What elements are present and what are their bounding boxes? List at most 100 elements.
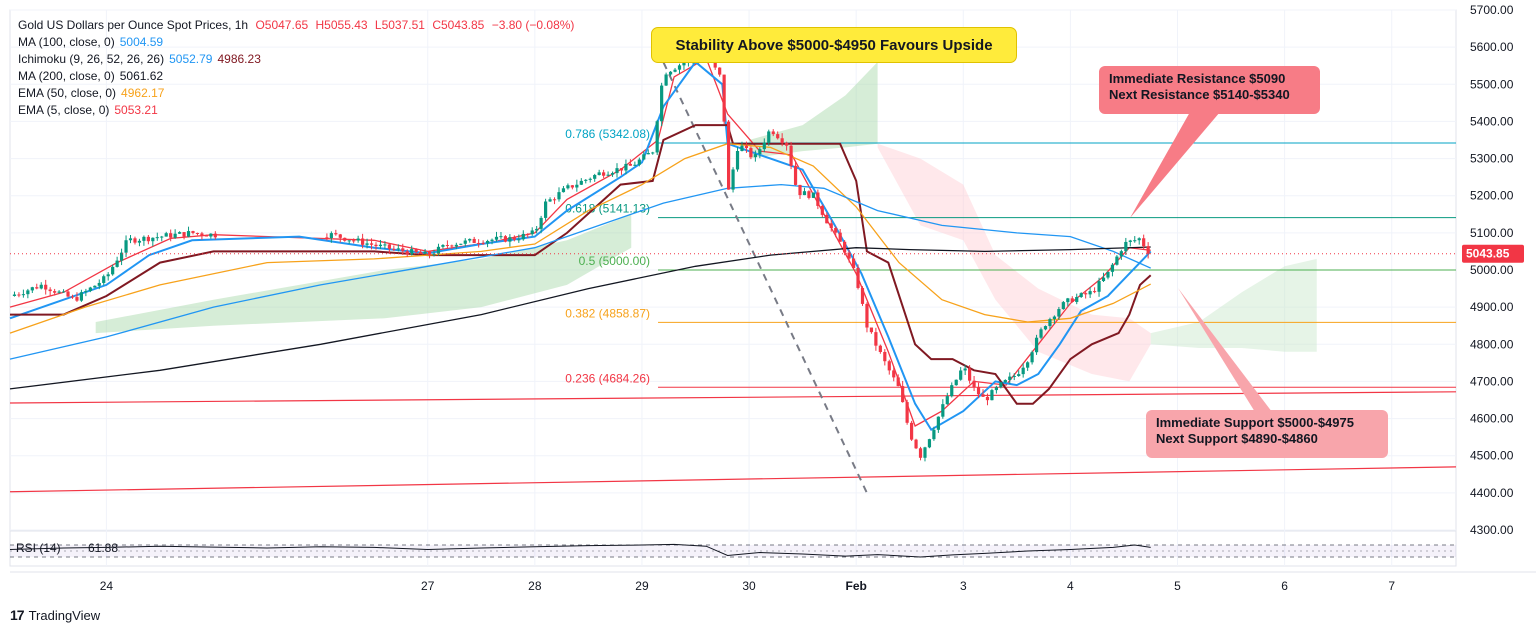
candle-body xyxy=(387,244,391,249)
candle-body xyxy=(597,172,601,176)
footer-branding: 17 TradingView xyxy=(10,607,100,623)
candle-body xyxy=(588,178,592,180)
x-tick-label: 28 xyxy=(528,579,542,593)
candle-body xyxy=(918,448,923,458)
candle-body xyxy=(17,294,21,296)
candle-body xyxy=(941,404,945,417)
candle-body xyxy=(1003,379,1007,383)
candle-body xyxy=(53,291,57,293)
candle-body xyxy=(477,242,481,244)
candle-body xyxy=(972,380,976,388)
candle-body xyxy=(1021,367,1025,375)
candle-body xyxy=(450,245,454,247)
candle-body xyxy=(892,370,896,378)
candle-body xyxy=(204,235,208,237)
candle-body xyxy=(664,74,668,86)
candle-body xyxy=(1061,302,1065,310)
candle-body xyxy=(338,234,342,238)
candle-body xyxy=(1101,277,1106,282)
candle-body xyxy=(994,387,998,391)
candle-body xyxy=(851,258,856,268)
y-tick-label: 4300.00 xyxy=(1470,523,1514,537)
candle-body xyxy=(35,287,39,289)
candle-body xyxy=(378,244,383,247)
candle-body xyxy=(718,67,722,75)
candle-body xyxy=(914,439,918,449)
y-tick-label: 4700.00 xyxy=(1470,374,1514,388)
headline-callout: Stability Above $5000-$4950 Favours Upsi… xyxy=(651,27,1017,63)
candle-body xyxy=(552,199,557,201)
candle-body xyxy=(535,228,539,231)
candle-body xyxy=(767,131,771,143)
legend-ma200[interactable]: MA (200, close, 0) 5061.62 xyxy=(18,68,574,85)
legend-ichimoku[interactable]: Ichimoku (9, 26, 52, 26, 26) 5052.79 4986.… xyxy=(18,51,574,68)
candle-body xyxy=(93,285,97,288)
candle-body xyxy=(1088,291,1092,295)
candle-body xyxy=(820,205,824,215)
legend-ema50[interactable]: EMA (50, close, 0) 4962.17 xyxy=(18,85,574,102)
candle-body xyxy=(383,244,387,246)
indicator-value: 4962.17 xyxy=(121,86,165,100)
candle-body xyxy=(521,233,525,240)
symbol-title: Gold US Dollars per Ounce Spot Prices, 1… xyxy=(18,18,249,32)
candle-body xyxy=(419,251,423,254)
candle-body xyxy=(651,152,655,154)
candle-body xyxy=(490,239,494,241)
candle-body xyxy=(124,240,128,253)
candle-body xyxy=(936,416,940,430)
candle-body xyxy=(1110,264,1115,272)
candle-body xyxy=(901,386,905,403)
indicator-value: 5053.21 xyxy=(114,103,158,117)
candle-body xyxy=(954,379,958,386)
chart-legend: Gold US Dollars per Ounce Spot Prices, 1… xyxy=(18,17,574,119)
support-callout: Immediate Support $5000-$4975 Next Suppo… xyxy=(1146,410,1388,458)
candle-body xyxy=(646,152,650,155)
candle-body xyxy=(494,236,499,240)
legend-ema5[interactable]: EMA (5, close, 0) 5053.21 xyxy=(18,102,574,119)
fib-level-label: 0.382 (4858.87) xyxy=(565,306,650,320)
candle-body xyxy=(343,237,347,241)
candle-body xyxy=(1008,376,1012,380)
candle-body xyxy=(976,387,981,395)
candle-body xyxy=(883,351,887,362)
candle-body xyxy=(1066,298,1070,303)
candle-body xyxy=(945,396,949,405)
candle-body xyxy=(526,233,530,235)
candle-body xyxy=(66,291,70,297)
candle-body xyxy=(624,163,628,171)
candle-body xyxy=(151,237,155,242)
candle-body xyxy=(48,289,52,292)
indicator-label: MA (100, close, 0) xyxy=(18,35,115,49)
candle-body xyxy=(1043,326,1048,330)
candle-body xyxy=(731,169,735,190)
candle-body xyxy=(932,429,936,440)
support-line-1: Immediate Support $5000-$4975 xyxy=(1156,415,1354,430)
legend-ma100[interactable]: MA (100, close, 0) 5004.59 xyxy=(18,34,574,51)
candle-body xyxy=(155,237,159,239)
y-tick-label: 4600.00 xyxy=(1470,412,1514,426)
candle-body xyxy=(811,192,815,198)
indicator-label: EMA (5, close, 0) xyxy=(18,103,110,117)
candle-body xyxy=(111,266,115,275)
candle-body xyxy=(361,238,365,245)
y-tick-label: 4500.00 xyxy=(1470,449,1514,463)
resistance-callout: Immediate Resistance $5090 Next Resistan… xyxy=(1099,66,1320,114)
candle-body xyxy=(1124,241,1128,252)
candle-body xyxy=(1146,246,1150,254)
candle-body xyxy=(1084,293,1088,295)
indicator-label: Ichimoku (9, 26, 52, 26, 26) xyxy=(18,52,165,66)
candle-body xyxy=(410,249,414,255)
x-tick-label: Feb xyxy=(846,579,867,593)
candle-body xyxy=(593,175,597,179)
candle-body xyxy=(762,142,766,150)
candle-body xyxy=(441,245,445,247)
candle-body xyxy=(106,274,110,277)
candle-body xyxy=(1128,240,1132,242)
y-tick-label: 5600.00 xyxy=(1470,40,1514,54)
candle-body xyxy=(1119,251,1123,257)
candle-body xyxy=(79,292,84,301)
candle-body xyxy=(610,173,615,175)
dashed-downtrend xyxy=(657,50,868,494)
candle-body xyxy=(146,236,150,242)
